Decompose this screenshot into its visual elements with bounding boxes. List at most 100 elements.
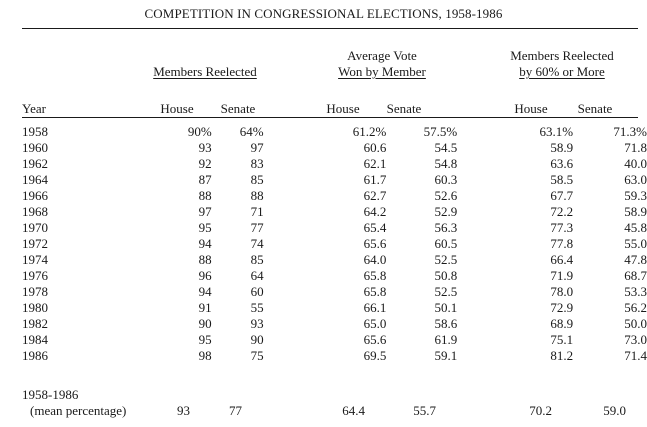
column-header-average-house: House [326,101,360,116]
cell-year: 1968 [22,204,48,219]
cell-average-senate: 50.1 [434,300,458,315]
table-row: 1966 88 88 62.7 52.6 67.7 59.3 [0,188,647,204]
cell-reelected-senate: 88 [250,188,264,203]
cell-60pct-house: 77.3 [550,220,574,235]
table-row: 1974 88 85 64.0 52.5 66.4 47.8 [0,252,647,268]
table-row: 1976 96 64 65.8 50.8 71.9 68.7 [0,268,647,284]
group-label-members-reelected: Members Reelected [153,64,257,79]
column-header-60pct-house: House [514,101,548,116]
mean-60pct-senate: 59.0 [603,403,626,418]
table-row: 1978 94 60 65.8 52.5 78.0 53.3 [0,284,647,300]
cell-average-senate: 54.5 [434,140,458,155]
cell-average-senate: 52.5 [434,284,458,299]
column-header-60pct-senate: Senate [577,101,613,116]
cell-average-senate: 57.5% [423,124,458,139]
cell-year: 1986 [22,348,48,363]
cell-60pct-senate: 63.0 [624,172,647,187]
group-label-reelected-60-1: Members Reelected [510,48,614,63]
cell-average-house: 62.7 [363,188,387,203]
cell-average-house: 62.1 [363,156,387,171]
cell-year: 1958 [22,124,48,139]
cell-average-house: 65.6 [363,236,387,251]
cell-60pct-house: 67.7 [550,188,574,203]
cell-average-house: 65.8 [363,268,387,283]
cell-60pct-house: 77.8 [550,236,574,251]
table-row: 1986 98 75 69.5 59.1 81.2 71.4 [0,348,647,364]
cell-average-senate: 61.9 [434,332,458,347]
cell-year: 1960 [22,140,48,155]
cell-60pct-senate: 47.8 [624,252,647,267]
table-row: 1980 91 55 66.1 50.1 72.9 56.2 [0,300,647,316]
cell-60pct-house: 58.9 [550,140,574,155]
cell-reelected-senate: 77 [250,220,264,235]
cell-reelected-senate: 75 [250,348,264,363]
cell-60pct-house: 72.9 [550,300,574,315]
cell-average-senate: 52.5 [434,252,458,267]
table-row: 1964 87 85 61.7 60.3 58.5 63.0 [0,172,647,188]
cell-reelected-house: 87 [198,172,212,187]
cell-average-house: 64.2 [363,204,387,219]
cell-year: 1976 [22,268,48,283]
column-header-year: Year [22,101,46,116]
cell-average-senate: 54.8 [434,156,458,171]
cell-60pct-house: 78.0 [550,284,574,299]
cell-60pct-house: 58.5 [550,172,574,187]
top-rule [22,28,638,29]
table-row: 1958 90% 64% 61.2% 57.5% 63.1% 71.3% [0,124,647,140]
cell-reelected-senate: 74 [250,236,264,251]
group-header-reelected-60: Members Reelected by 60% or More [497,48,627,80]
table-title: COMPETITION IN CONGRESSIONAL ELECTIONS, … [144,6,503,21]
cell-average-house: 65.8 [363,284,387,299]
cell-reelected-senate: 64% [239,124,264,139]
table-row: 1962 92 83 62.1 54.8 63.6 40.0 [0,156,647,172]
cell-60pct-senate: 40.0 [624,156,647,171]
cell-reelected-house: 92 [198,156,212,171]
cell-year: 1966 [22,188,48,203]
cell-60pct-senate: 71.8 [624,140,647,155]
cell-reelected-house: 95 [198,332,212,347]
table-row: 1970 95 77 65.4 56.3 77.3 45.8 [0,220,647,236]
cell-year: 1980 [22,300,48,315]
cell-reelected-house: 88 [198,252,212,267]
group-header-average-vote: Average Vote Won by Member [320,48,444,80]
group-label-average-vote-2: Won by Member [338,64,426,79]
cell-60pct-house: 75.1 [550,332,574,347]
cell-reelected-house: 88 [198,188,212,203]
table-row: 1968 97 71 64.2 52.9 72.2 58.9 [0,204,647,220]
cell-reelected-house: 93 [198,140,212,155]
cell-reelected-senate: 90 [250,332,264,347]
cell-reelected-senate: 71 [250,204,264,219]
cell-reelected-senate: 83 [250,156,264,171]
table-row: 1960 93 97 60.6 54.5 58.9 71.8 [0,140,647,156]
cell-reelected-house: 91 [198,300,212,315]
cell-average-house: 69.5 [363,348,387,363]
column-header-reelected-house: House [160,101,194,116]
cell-year: 1984 [22,332,48,347]
cell-average-senate: 60.5 [434,236,458,251]
cell-average-house: 60.6 [363,140,387,155]
group-header-members-reelected: Members Reelected [140,64,270,80]
cell-average-senate: 60.3 [434,172,458,187]
cell-average-house: 64.0 [363,252,387,267]
cell-year: 1970 [22,220,48,235]
cell-average-house: 66.1 [363,300,387,315]
cell-year: 1982 [22,316,48,331]
mean-average-house: 64.4 [342,403,365,418]
cell-60pct-senate: 73.0 [624,332,647,347]
group-label-reelected-60-2: by 60% or More [519,64,605,79]
cell-average-house: 65.4 [363,220,387,235]
cell-reelected-senate: 97 [250,140,264,155]
cell-60pct-senate: 68.7 [624,268,647,283]
cell-average-senate: 58.6 [434,316,458,331]
cell-60pct-house: 71.9 [550,268,574,283]
cell-60pct-senate: 58.9 [624,204,647,219]
cell-average-house: 61.2% [352,124,387,139]
cell-average-senate: 50.8 [434,268,458,283]
cell-year: 1978 [22,284,48,299]
cell-average-house: 61.7 [363,172,387,187]
column-header-reelected-senate: Senate [220,101,256,116]
cell-reelected-house: 90% [187,124,212,139]
cell-60pct-house: 66.4 [550,252,574,267]
cell-reelected-senate: 85 [250,252,264,267]
mean-reelected-senate: 77 [229,403,242,418]
